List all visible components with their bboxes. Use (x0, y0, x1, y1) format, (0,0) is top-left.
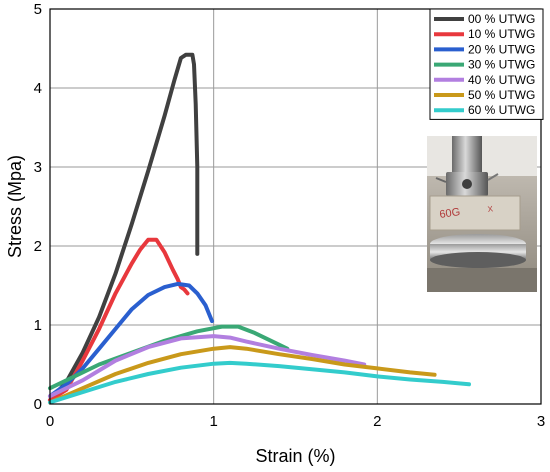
y-tick-label: 5 (34, 1, 42, 18)
series-line-0 (48, 52, 200, 403)
legend-label-2: 20 % UTWG (468, 42, 535, 56)
series-layer (48, 52, 471, 405)
legend-label-1: 10 % UTWG (468, 27, 535, 41)
y-tick-label: 4 (34, 80, 42, 97)
series-line-5 (48, 345, 437, 405)
legend-label-4: 40 % UTWG (468, 73, 535, 87)
series-line-6 (48, 360, 471, 405)
y-tick-label: 1 (34, 317, 42, 334)
legend-label-3: 30 % UTWG (468, 58, 535, 72)
x-tick-label: 2 (373, 413, 381, 430)
legend-label-5: 50 % UTWG (468, 88, 535, 102)
axis-ticks: 0 1 2 3 0 1 2 3 4 5 (34, 1, 546, 430)
series-line-2 (48, 281, 214, 399)
svg-text:60G: 60G (439, 206, 461, 221)
svg-text:X: X (487, 204, 494, 214)
grid-lines (50, 9, 541, 404)
series-line-4 (48, 334, 367, 399)
plot-frame (49, 8, 542, 405)
x-tick-label: 1 (209, 413, 217, 430)
y-tick-label: 2 (34, 238, 42, 255)
y-axis-label: Stress (Mpa) (5, 155, 25, 258)
y-tick-label: 3 (34, 159, 42, 176)
legend-label-0: 00 % UTWG (468, 12, 535, 26)
x-tick-label: 0 (46, 413, 54, 430)
x-tick-label: 3 (537, 413, 545, 430)
x-axis-label: Strain (%) (255, 446, 335, 466)
inset-photo-compression-test: 60G X (427, 136, 537, 292)
series-line-3 (48, 324, 290, 391)
legend-label-6: 60 % UTWG (468, 103, 535, 117)
y-tick-label: 0 (34, 396, 42, 413)
